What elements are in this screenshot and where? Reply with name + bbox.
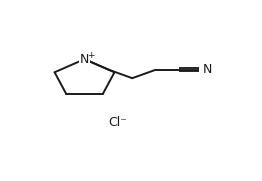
Text: +: +	[87, 51, 94, 60]
Text: N: N	[203, 63, 212, 76]
Text: N: N	[80, 53, 89, 66]
Text: Cl⁻: Cl⁻	[108, 115, 128, 129]
